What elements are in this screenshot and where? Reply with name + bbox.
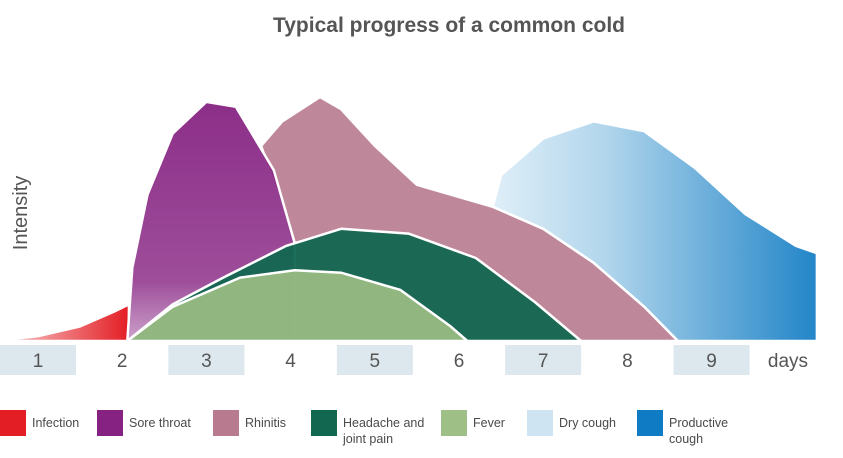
x-tick-8: 8	[622, 351, 633, 372]
legend-label: Productive cough	[669, 416, 729, 446]
x-tick-2: 2	[117, 351, 128, 372]
legend-label: Rhinitis	[245, 416, 286, 430]
x-axis-label: days	[768, 351, 808, 372]
x-tick-1: 1	[33, 351, 44, 372]
legend-item-fever: Fever	[441, 410, 505, 436]
legend-label: Headache and joint pain	[343, 416, 425, 446]
legend-item-infection: Infection	[0, 410, 79, 436]
legend-swatch	[213, 410, 239, 436]
legend-swatch	[637, 410, 663, 436]
legend-label: Infection	[32, 416, 80, 430]
day-band-9	[673, 345, 750, 375]
legend-item-productive-cough: Productive cough	[637, 410, 759, 447]
day-band-3	[168, 345, 245, 375]
day-band-5	[336, 345, 413, 375]
x-tick-6: 6	[454, 351, 465, 372]
x-tick-4: 4	[285, 351, 296, 372]
x-tick-9: 9	[706, 351, 717, 372]
day-band-7	[505, 345, 582, 375]
x-tick-7: 7	[538, 351, 549, 372]
x-tick-3: 3	[201, 351, 212, 372]
legend-swatch	[441, 410, 467, 436]
legend-item-headache-and-joint-pain: Headache and joint pain	[311, 410, 433, 447]
chart-title: Typical progress of a common cold	[273, 14, 625, 37]
cold-progress-chart: Typical progress of a common cold Intens…	[0, 14, 817, 375]
legend: Infection Sore throat Rhinitis Headache and…	[0, 410, 843, 458]
legend-swatch	[0, 410, 26, 436]
legend-label: Dry cough	[559, 416, 616, 430]
legend-item-rhinitis: Rhinitis	[213, 410, 286, 436]
y-axis-label: Intensity	[10, 176, 32, 250]
legend-swatch	[97, 410, 123, 436]
legend-swatch	[527, 410, 553, 436]
legend-label: Fever	[473, 416, 505, 430]
area-fever	[126, 268, 469, 343]
legend-item-sore-throat: Sore throat	[97, 410, 191, 436]
legend-swatch	[311, 410, 337, 436]
day-band-1	[0, 345, 76, 375]
legend-label: Sore throat	[129, 416, 191, 430]
legend-item-dry-cough: Dry cough	[527, 410, 616, 436]
x-tick-5: 5	[370, 351, 381, 372]
area-infection	[0, 303, 131, 343]
